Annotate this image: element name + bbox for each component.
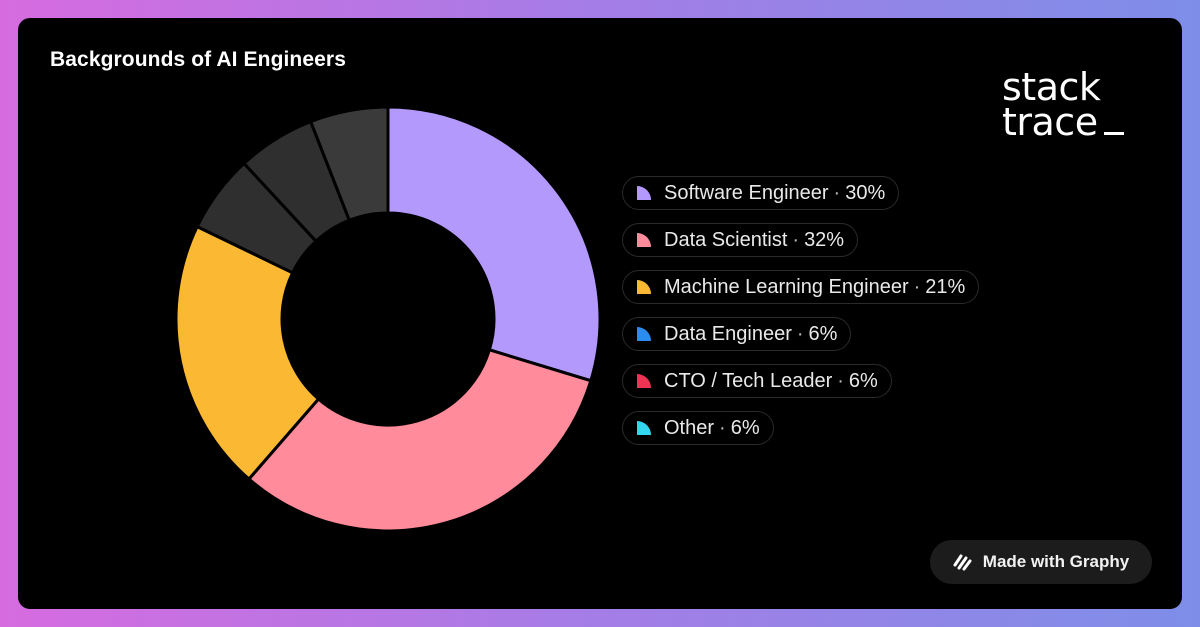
legend-value: 30%: [845, 181, 886, 204]
legend-label: Data Scientist: [664, 228, 788, 251]
legend-item[interactable]: Other · 6%: [622, 411, 774, 445]
donut-slice-other[interactable]: [309, 105, 390, 222]
chart-card: Backgrounds of AI Engineers stack trace …: [18, 18, 1182, 609]
legend-swatch-icon: [637, 421, 651, 435]
donut-chart: [174, 105, 602, 533]
cursor-icon: [1103, 132, 1124, 135]
donut-slice-data-scientist[interactable]: [247, 348, 593, 533]
legend-swatch-icon: [637, 186, 651, 200]
brand-logo: stack trace: [1002, 65, 1124, 141]
graphy-logo-icon: [953, 554, 972, 571]
legend-value: 6%: [808, 322, 838, 345]
legend-label: Machine Learning Engineer: [664, 275, 909, 298]
legend-separator: ·: [719, 416, 726, 439]
legend-label: Other: [664, 416, 715, 439]
chart-legend: Software Engineer · 30% Data Scientist · 32% M…: [622, 176, 980, 458]
legend-label: Data Engineer: [664, 322, 792, 345]
legend-swatch-icon: [637, 280, 651, 294]
legend-separator: ·: [792, 228, 800, 251]
legend-swatch-icon: [637, 327, 651, 341]
legend-label: CTO / Tech Leader: [664, 369, 833, 392]
chart-title: Backgrounds of AI Engineers: [50, 48, 346, 71]
legend-value: 21%: [925, 275, 966, 298]
legend-value: 6%: [848, 369, 878, 392]
legend-label: Software Engineer: [664, 181, 829, 204]
legend-swatch-icon: [637, 374, 651, 388]
legend-item[interactable]: CTO / Tech Leader · 6%: [622, 364, 892, 398]
donut-slice-machine-learning-engineer[interactable]: [174, 225, 320, 481]
legend-swatch-icon: [637, 233, 651, 247]
legend-separator: ·: [833, 181, 841, 204]
legend-separator: ·: [796, 322, 804, 345]
legend-separator: ·: [913, 275, 921, 298]
legend-item[interactable]: Data Scientist · 32%: [622, 223, 859, 257]
legend-item[interactable]: Data Engineer · 6%: [622, 317, 852, 351]
legend-value: 32%: [804, 228, 845, 251]
legend-item[interactable]: Software Engineer · 30%: [622, 176, 900, 210]
legend-item[interactable]: Machine Learning Engineer · 21%: [622, 270, 980, 304]
brand-line-2: trace: [1002, 100, 1098, 144]
legend-value: 6%: [730, 416, 760, 439]
legend-separator: ·: [837, 369, 844, 392]
donut-slice-software-engineer[interactable]: [386, 105, 602, 383]
badge-label: Made with Graphy: [982, 552, 1130, 571]
made-with-graphy-badge[interactable]: Made with Graphy: [930, 540, 1152, 584]
brand-line-1: stack: [1002, 65, 1101, 109]
